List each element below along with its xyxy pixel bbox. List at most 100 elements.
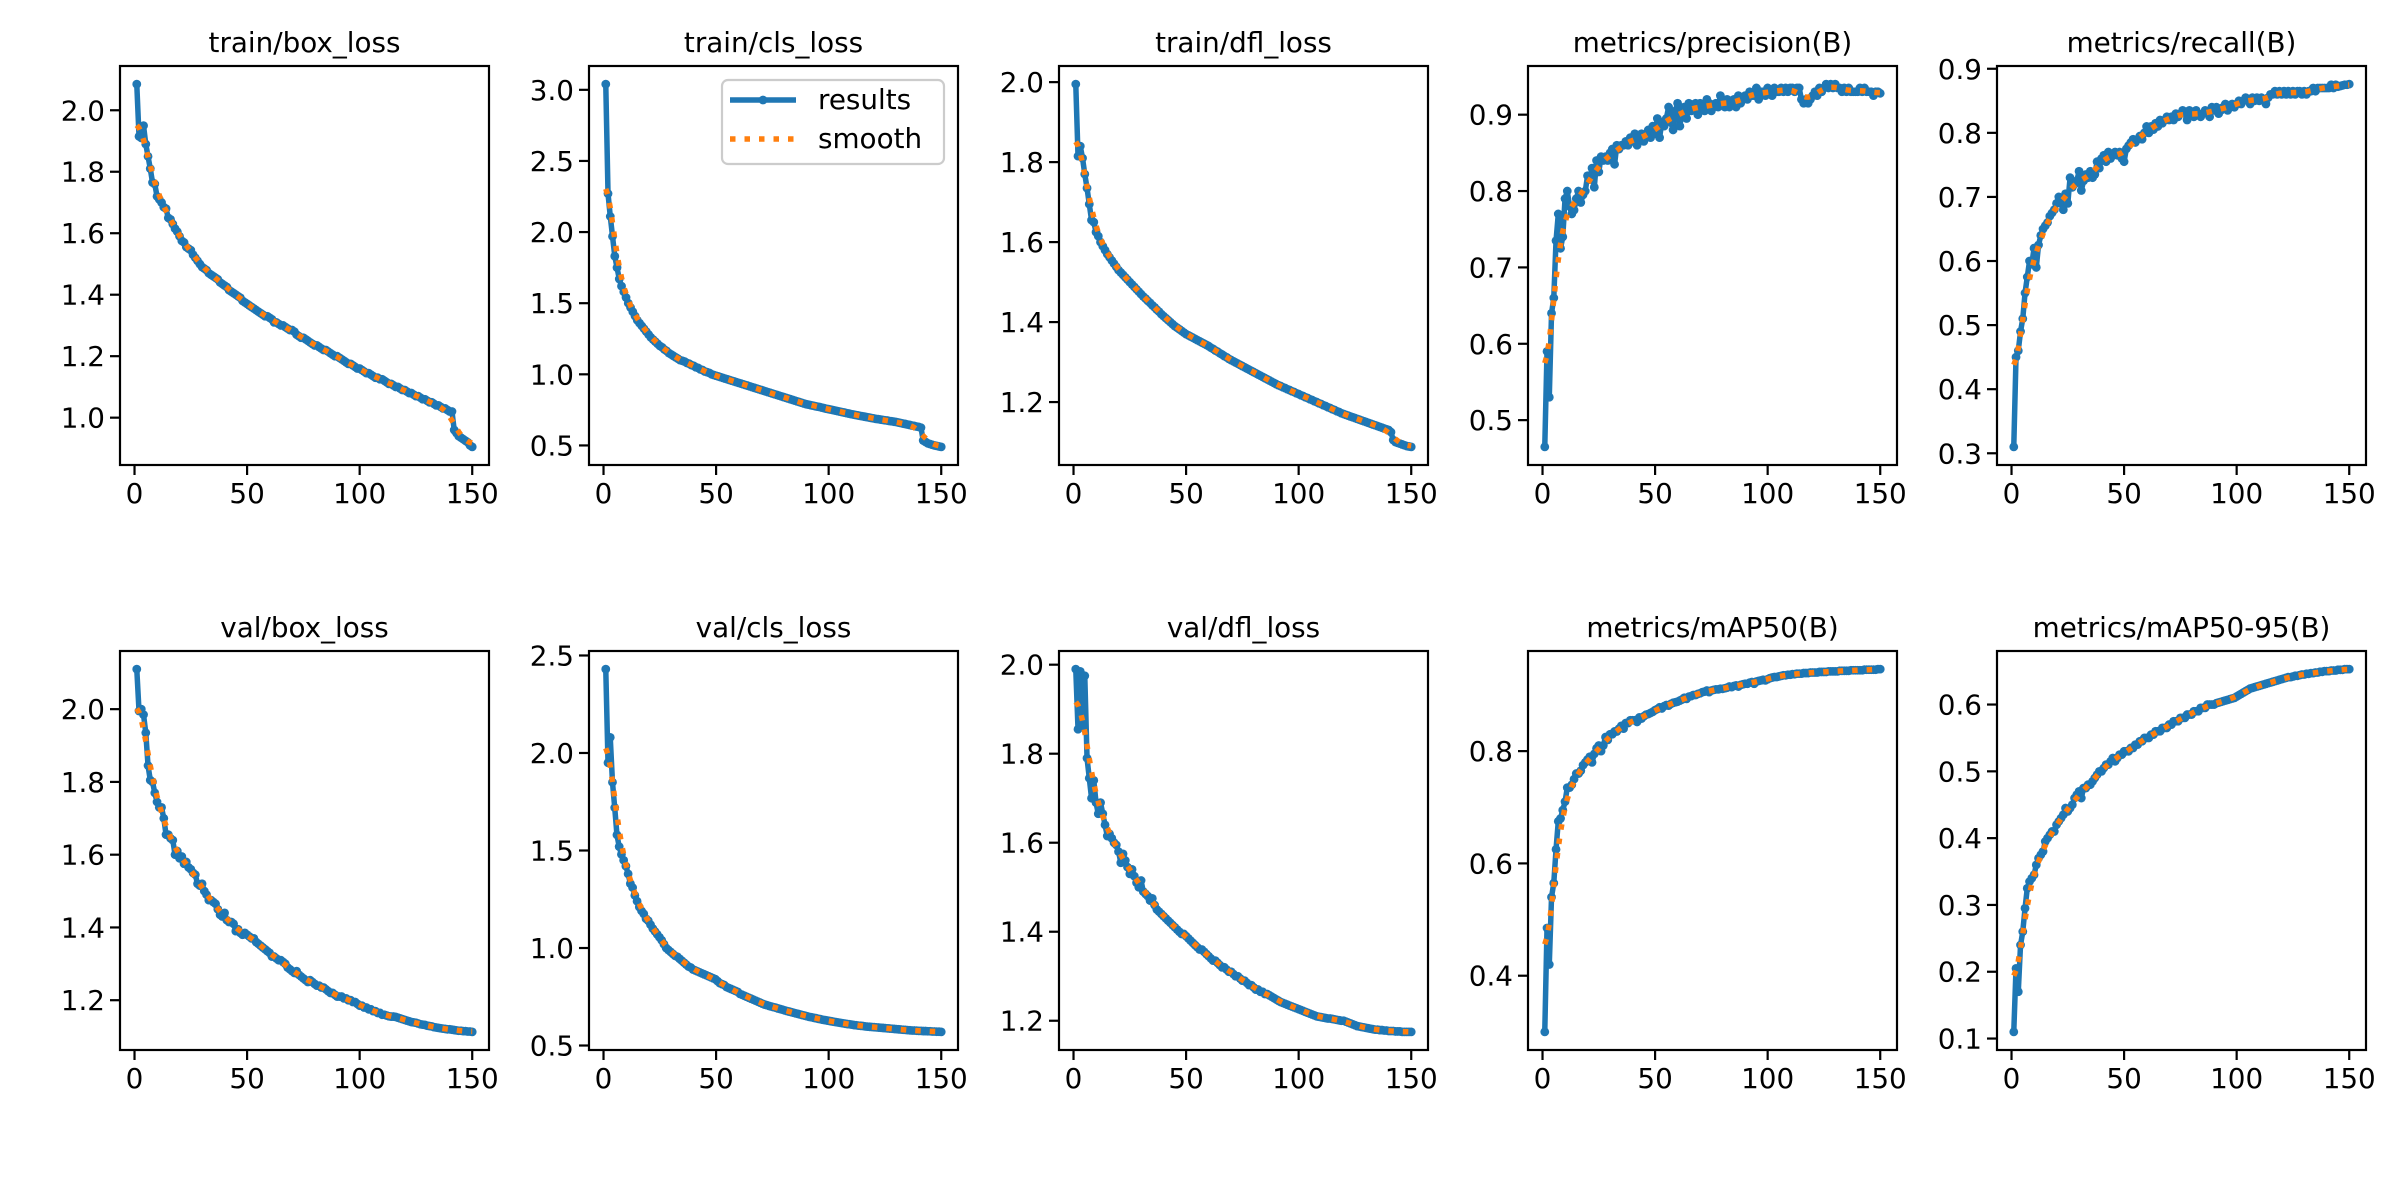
x-tick-label: 50 — [1637, 1062, 1672, 1095]
x-tick-label: 0 — [126, 477, 144, 510]
y-tick-label: 0.6 — [1469, 328, 1513, 361]
results-point — [936, 442, 946, 452]
subplot-title: train/dfl_loss — [1155, 26, 1332, 59]
axes-frame — [1057, 649, 1430, 1052]
y-tick-label: 3.0 — [530, 74, 574, 107]
results-point — [132, 79, 142, 89]
subplot-val-box-loss: val/box_loss 0 50 100 150 1.2 1.4 1.6 1.8 2.0 — [61, 611, 499, 1095]
y-tick-label: 1.0 — [61, 402, 105, 435]
x-tick-label: 50 — [1637, 477, 1672, 510]
results-point — [2076, 186, 2086, 195]
plot-area — [601, 664, 946, 1037]
x-tick-label: 50 — [229, 1062, 264, 1095]
results-point — [2013, 987, 2023, 997]
results-point — [1089, 776, 1099, 785]
results-point — [936, 1027, 946, 1037]
results-point — [1569, 205, 1579, 215]
plot-area — [1071, 664, 1416, 1037]
results-point — [1659, 121, 1669, 131]
y-tick-label: 1.4 — [1000, 306, 1044, 339]
results-point — [1562, 186, 1572, 196]
results-point — [2119, 157, 2129, 167]
results-point — [1670, 106, 1680, 116]
y-tick-label: 0.8 — [1469, 175, 1513, 208]
results-point — [1080, 671, 1090, 681]
x-tick-label: 0 — [1065, 477, 1083, 510]
subplot-title: val/box_loss — [220, 611, 388, 644]
y-tick-label: 0.2 — [1938, 956, 1982, 989]
results-point — [1078, 722, 1087, 732]
results-point — [1558, 232, 1568, 242]
x-tick-label: 50 — [1168, 477, 1203, 510]
y-tick-label: 0.5 — [530, 1030, 574, 1063]
y-tick-label: 1.8 — [1000, 738, 1044, 771]
x-tick-label: 50 — [698, 477, 733, 510]
results-point — [2182, 115, 2192, 125]
subplot-title: train/box_loss — [209, 26, 401, 59]
results-point — [610, 251, 620, 261]
plot-area — [132, 664, 477, 1037]
subplot-title: val/dfl_loss — [1167, 611, 1320, 644]
plot-area — [1540, 664, 1885, 1037]
subplot-metrics-precision-b: metrics/precision(B) 0 50 100 150 0.5 0.6 0.7 0.… — [1469, 26, 1907, 510]
plot-area — [2009, 664, 2354, 1037]
results-point — [1540, 442, 1550, 452]
axes-frame — [1057, 64, 1430, 467]
x-tick-label: 100 — [1741, 477, 1794, 510]
results-point — [2074, 166, 2084, 176]
results-point — [1754, 95, 1764, 104]
y-tick-label: 0.3 — [1938, 889, 1982, 922]
results-point — [628, 883, 638, 892]
x-tick-label: 150 — [1385, 1062, 1438, 1095]
y-tick-label: 1.4 — [61, 279, 105, 312]
results-point — [141, 728, 151, 738]
x-tick-label: 150 — [2323, 1062, 2376, 1095]
y-tick-label: 1.5 — [530, 287, 574, 320]
results-point — [1560, 194, 1570, 204]
results-point — [1147, 893, 1157, 903]
x-tick-label: 50 — [2106, 1062, 2141, 1095]
y-tick-label: 1.8 — [61, 156, 105, 189]
results-point — [2090, 170, 2100, 179]
results-point — [1556, 814, 1565, 823]
y-tick-label: 0.5 — [530, 429, 574, 462]
smooth-line — [2011, 82, 2350, 366]
plot-area — [2009, 79, 2354, 452]
results-point — [2009, 1027, 2019, 1037]
x-tick-label: 100 — [333, 477, 386, 510]
subplot-metrics-map50-b: metrics/mAP50(B) 0 50 100 150 0.4 0.6 0.8 — [1469, 611, 1907, 1095]
y-tick-label: 2.0 — [530, 737, 574, 770]
y-tick-label: 0.6 — [1469, 847, 1513, 880]
smooth-line — [1073, 700, 1412, 1035]
y-tick-label: 1.2 — [1000, 386, 1044, 419]
results-point — [447, 407, 457, 416]
subplot-title: train/cls_loss — [684, 26, 863, 59]
x-tick-label: 50 — [698, 1062, 733, 1095]
results-point — [1544, 960, 1554, 969]
y-tick-label: 0.5 — [1469, 404, 1513, 437]
subplot-val-cls-loss: val/cls_loss 0 50 100 150 0.5 1.0 1.5 2.0 2.5 — [530, 611, 968, 1095]
y-tick-label: 0.9 — [1469, 99, 1513, 132]
results-point — [1100, 820, 1110, 830]
y-tick-label: 1.6 — [1000, 226, 1044, 259]
results-point — [2063, 198, 2073, 208]
subplot-train-cls-loss: train/cls_loss 0 50 100 150 0.5 1.0 1.5 2.0 2.5 3.… — [530, 26, 968, 510]
x-tick-label: 0 — [126, 1062, 144, 1095]
smooth-line — [603, 188, 942, 449]
x-tick-label: 50 — [2106, 477, 2141, 510]
plot-area — [1071, 79, 1416, 452]
y-tick-label: 1.2 — [1000, 1005, 1044, 1038]
legend-label-smooth: smooth — [818, 122, 922, 155]
y-tick-label: 1.0 — [530, 358, 574, 391]
smooth-line — [603, 747, 942, 1035]
x-tick-label: 150 — [915, 1062, 968, 1095]
results-point — [1875, 664, 1885, 674]
y-tick-label: 1.0 — [530, 932, 574, 965]
x-tick-label: 100 — [1741, 1062, 1794, 1095]
subplot-train-box-loss: train/box_loss 0 50 100 150 1.0 1.2 1.4 1.6 1.8 2.… — [61, 26, 499, 510]
results-point — [1589, 182, 1599, 192]
x-tick-label: 100 — [802, 1062, 855, 1095]
x-tick-label: 100 — [1272, 1062, 1325, 1095]
